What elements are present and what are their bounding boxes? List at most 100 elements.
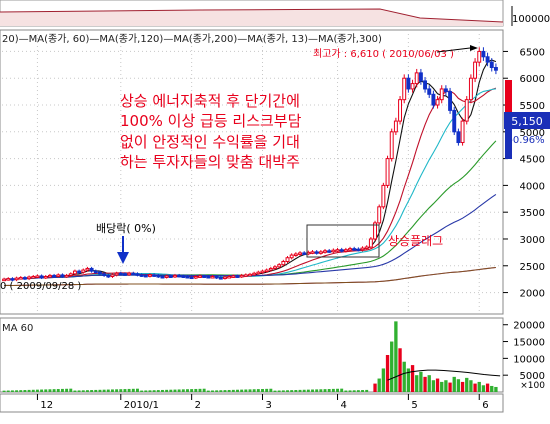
volume-bar <box>110 389 114 392</box>
volume-bar <box>35 389 39 392</box>
candle-body <box>448 91 453 111</box>
candle-body <box>114 272 119 276</box>
candle-body <box>97 271 102 275</box>
volume-bar <box>31 389 35 392</box>
volume-bar <box>431 380 436 392</box>
headline-line-1: 상승 에너지축적 후 단기간에 <box>120 92 300 110</box>
volume-bar <box>194 388 198 392</box>
x-tick-label: 2 <box>195 400 201 411</box>
candle-body <box>277 264 282 268</box>
flag-pattern-box <box>306 224 380 258</box>
candle-body <box>473 61 478 79</box>
candle-body <box>460 120 465 144</box>
volume-bar <box>248 389 252 392</box>
candle-body <box>439 88 444 101</box>
candle-body <box>89 267 94 272</box>
candle-body <box>18 277 23 280</box>
candle-body <box>127 272 132 276</box>
volume-bar <box>473 383 477 392</box>
x-tick-label: 6 <box>482 400 488 411</box>
candle-body <box>122 273 127 276</box>
volume-bar <box>327 389 331 392</box>
candle-body <box>231 275 236 278</box>
volume-bar <box>173 389 177 392</box>
candle-body <box>102 273 107 276</box>
volume-bar <box>465 377 469 392</box>
candle-body <box>377 206 382 224</box>
candle-body <box>364 246 369 250</box>
volume-bar <box>131 388 135 392</box>
price-tick-label: 3500 <box>520 208 545 219</box>
volume-bar <box>48 389 52 392</box>
volume-bar <box>211 390 214 392</box>
candle-body <box>406 77 411 90</box>
candle-body <box>398 99 403 122</box>
candle-body <box>156 274 161 278</box>
high-price-arrowhead <box>470 45 478 51</box>
x-tick-label: 5 <box>411 400 417 411</box>
x-tick-label: 3 <box>266 400 272 411</box>
candle-body <box>185 275 190 279</box>
volume-bar <box>123 389 127 392</box>
candle-body <box>481 50 486 58</box>
volume-bar <box>252 389 256 392</box>
volume-bar <box>81 390 85 392</box>
ma-legend: 20)—MA(종가, 60)—MA(종가,120)—MA(종가,200)—MA(… <box>2 33 382 45</box>
dividend-arrowhead <box>117 252 129 264</box>
price-tick-label: 2000 <box>520 289 545 300</box>
candle-body <box>131 272 136 276</box>
volume-axis: 5000 10000 15000 20000 ×100 <box>503 321 545 391</box>
candle-body <box>464 99 469 122</box>
candle-body <box>268 267 273 271</box>
volume-panel <box>0 317 504 393</box>
volume-bar <box>469 380 473 392</box>
top-strip: 100000 <box>0 0 550 27</box>
candle-body <box>143 274 148 278</box>
candle-body <box>72 270 77 275</box>
volume-bar <box>190 389 194 392</box>
volume-bar <box>311 389 314 392</box>
volume-bar <box>119 389 123 392</box>
volume-bar <box>65 388 69 392</box>
volume-bar <box>352 390 356 392</box>
candle-body <box>27 276 32 280</box>
volume-bar <box>140 390 144 392</box>
volume-bar <box>348 390 352 392</box>
volume-bar <box>256 389 260 392</box>
candle-body <box>414 72 419 85</box>
volume-bar <box>494 386 498 392</box>
volume-bar <box>19 390 23 392</box>
volume-bar <box>444 380 448 392</box>
volume-bar <box>398 348 402 392</box>
volume-bar <box>181 389 185 392</box>
volume-bar <box>265 388 269 392</box>
candle-body <box>343 249 348 252</box>
candle-body <box>210 275 215 279</box>
candle-body <box>418 72 423 82</box>
candle-body <box>60 274 65 277</box>
candle-body <box>318 251 323 254</box>
candle-body <box>302 252 307 255</box>
candle-body <box>193 275 198 279</box>
volume-bar <box>90 390 94 392</box>
dividend-annotation: 배당락( 0%) <box>96 222 156 235</box>
candle-body <box>47 274 52 278</box>
volume-bar <box>261 388 264 392</box>
volume-tick-label: 15000 <box>513 338 545 349</box>
candle-body <box>43 275 48 279</box>
candle-body <box>235 275 240 278</box>
price-tick-label: 4500 <box>520 155 545 166</box>
price-tag: 5,150 -0.96% <box>504 80 550 159</box>
candle-body <box>256 271 261 275</box>
volume-bar <box>452 376 456 392</box>
volume-bar <box>319 389 323 392</box>
volume-bar <box>377 378 381 392</box>
candle-body <box>77 270 82 274</box>
volume-bar <box>456 379 461 392</box>
candle-body <box>206 275 211 279</box>
volume-bar <box>60 388 64 392</box>
candle-body <box>64 274 69 278</box>
volume-bar <box>94 389 98 392</box>
volume-bar <box>244 389 248 392</box>
volume-bar <box>44 389 48 392</box>
